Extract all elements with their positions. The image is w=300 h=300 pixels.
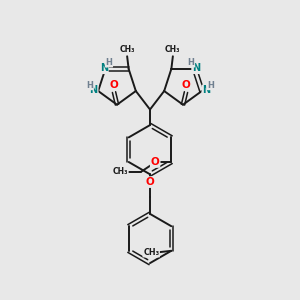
Text: N: N — [90, 85, 98, 95]
Text: O: O — [151, 157, 160, 167]
Text: CH₃: CH₃ — [143, 248, 159, 257]
Text: N: N — [202, 85, 210, 95]
Text: H: H — [106, 58, 112, 67]
Text: H: H — [207, 80, 214, 89]
Text: N: N — [100, 63, 108, 73]
Text: CH₃: CH₃ — [165, 45, 181, 54]
Text: O: O — [182, 80, 190, 90]
Text: O: O — [146, 177, 154, 187]
Text: CH₃: CH₃ — [112, 167, 128, 176]
Text: CH₃: CH₃ — [119, 45, 135, 54]
Text: H: H — [188, 58, 194, 67]
Text: N: N — [192, 63, 200, 73]
Text: O: O — [110, 80, 118, 90]
Text: H: H — [86, 80, 93, 89]
